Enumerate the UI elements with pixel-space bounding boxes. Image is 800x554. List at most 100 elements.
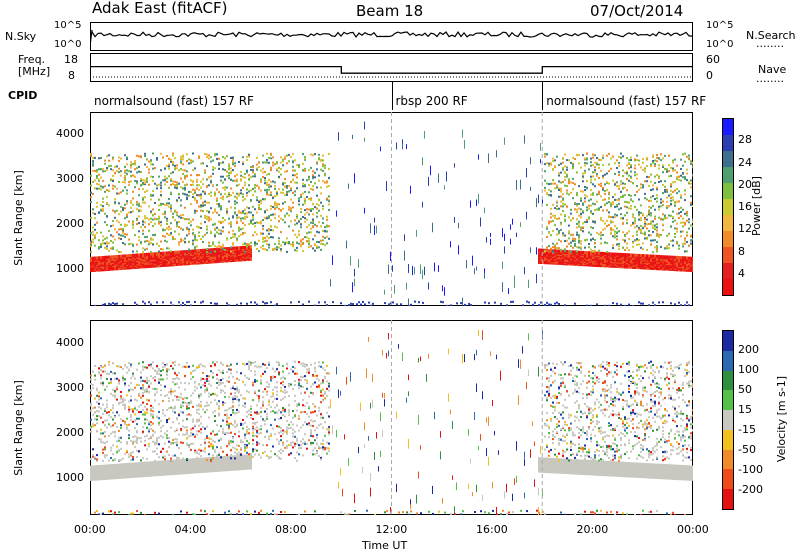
rti-cell xyxy=(592,193,594,196)
rti-cell xyxy=(598,249,600,252)
rti-cell xyxy=(244,208,246,211)
rti-cell xyxy=(162,212,164,215)
rti-cell xyxy=(268,246,270,249)
rti-cell xyxy=(190,220,192,223)
rti-cell xyxy=(138,222,140,225)
rti-cell xyxy=(560,195,562,198)
rti-cell xyxy=(316,240,318,243)
rti-cell xyxy=(224,157,226,160)
rti-cell xyxy=(312,202,314,205)
rti-cell xyxy=(304,202,306,205)
ytick-label: 3000 xyxy=(56,172,84,186)
rti-cell xyxy=(90,256,92,260)
rti-cell xyxy=(636,154,638,157)
rti-cell xyxy=(478,193,479,204)
rti-cell xyxy=(152,163,154,166)
rti-cell xyxy=(94,411,96,414)
rti-cell xyxy=(302,162,304,165)
rti-cell xyxy=(206,210,208,212)
rti-cell xyxy=(644,218,646,221)
rti-cell xyxy=(236,239,238,242)
rti-cell xyxy=(96,170,98,173)
rti-cell xyxy=(270,301,272,304)
rti-cell xyxy=(542,199,543,205)
rti-cell xyxy=(210,160,212,163)
rti-cell xyxy=(650,243,652,246)
rti-cell xyxy=(100,242,102,245)
noise-trace xyxy=(90,29,693,47)
rti-cell xyxy=(100,204,102,207)
rti-cell xyxy=(134,253,136,257)
rti-cell xyxy=(290,301,292,304)
rti-cell xyxy=(416,229,417,237)
rti-cell xyxy=(94,457,96,460)
rti-cell xyxy=(560,221,562,224)
rti-cell xyxy=(306,196,308,198)
rti-cell xyxy=(176,221,178,224)
rti-cell xyxy=(140,184,142,187)
rti-cell xyxy=(604,203,606,206)
rti-cell xyxy=(634,171,636,174)
rti-cell xyxy=(292,191,294,194)
rti-cell xyxy=(184,206,186,209)
rti-cell xyxy=(184,184,186,187)
rti-cell xyxy=(166,240,168,243)
rti-cell xyxy=(414,267,415,275)
rti-cell xyxy=(232,229,234,232)
rti-cell xyxy=(138,202,140,205)
rti-cell xyxy=(292,169,294,172)
freq-tick-bottom: 8 xyxy=(68,69,75,82)
rti-cell xyxy=(228,167,230,170)
rti-cell xyxy=(686,234,688,237)
rti-cell xyxy=(318,174,320,177)
rti-cell xyxy=(546,236,548,238)
rti-cell xyxy=(132,197,134,200)
rti-cell xyxy=(172,216,174,218)
rti-cell xyxy=(556,228,558,231)
rti-cell xyxy=(252,171,254,174)
cpid-divider xyxy=(542,82,544,110)
rti-cell xyxy=(464,303,466,306)
rti-cell xyxy=(672,210,674,213)
rti-cell xyxy=(264,179,266,182)
rti-cell xyxy=(140,253,142,257)
rti-cell xyxy=(208,201,210,204)
rti-cell xyxy=(266,216,268,219)
rti-cell xyxy=(582,230,584,233)
rti-cell xyxy=(222,161,224,164)
rti-cell xyxy=(494,301,496,304)
rti-cell xyxy=(218,232,220,235)
rti-cell xyxy=(156,187,158,190)
rti-cell xyxy=(274,248,276,251)
rti-cell xyxy=(310,221,312,224)
rti-cell xyxy=(640,211,642,214)
rti-cell xyxy=(584,157,586,160)
rti-cell xyxy=(216,246,218,249)
rti-cell xyxy=(232,191,234,194)
noise-left-tick-top: 10^5 xyxy=(54,20,82,31)
rti-cell xyxy=(214,233,216,236)
rti-cell xyxy=(274,217,276,220)
rti-cell xyxy=(384,289,385,295)
rti-cell xyxy=(590,198,592,201)
rti-cell xyxy=(612,228,614,231)
rti-cell xyxy=(632,215,634,218)
rti-cell xyxy=(692,205,693,207)
rti-cell xyxy=(546,182,548,185)
rti-cell xyxy=(310,227,312,230)
rti-cell xyxy=(400,303,402,306)
rti-cell xyxy=(144,155,146,157)
rti-cell xyxy=(316,162,318,165)
rti-cell xyxy=(658,236,660,238)
rti-cell xyxy=(576,203,578,206)
rti-cell xyxy=(180,160,182,163)
rti-cell xyxy=(312,188,314,191)
rti-cell xyxy=(554,165,556,168)
rti-cell xyxy=(300,211,302,213)
rti-cell xyxy=(244,245,246,249)
rti-cell xyxy=(646,157,648,160)
rti-cell xyxy=(194,249,196,253)
rti-cell xyxy=(670,240,672,242)
rti-cell xyxy=(272,180,274,183)
